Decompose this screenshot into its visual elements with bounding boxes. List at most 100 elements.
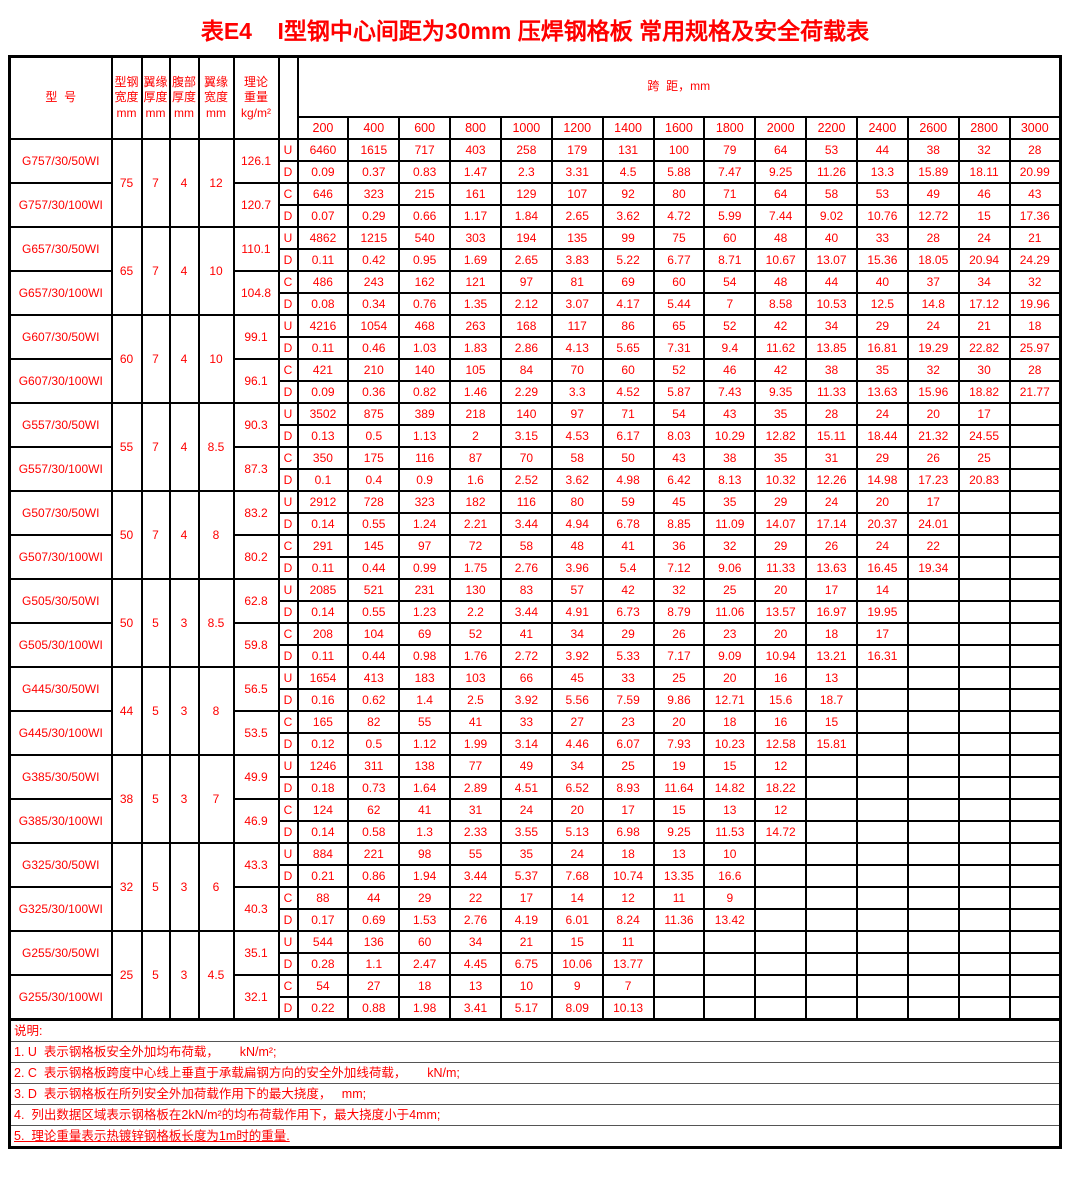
value-cell: 1.4 — [398, 688, 452, 712]
value-cell: 0.44 — [347, 644, 401, 668]
model-cell: G507/30/100WI — [8, 534, 113, 580]
value-cell: 15.96 — [906, 380, 960, 404]
load-type-cell: C — [277, 182, 299, 206]
value-cell: 60 — [652, 270, 706, 294]
load-type-cell: C — [277, 446, 299, 470]
value-cell: 6.77 — [652, 248, 706, 272]
value-cell: 884 — [296, 842, 350, 866]
value-cell: 38 — [805, 358, 858, 382]
value-cell — [1008, 842, 1062, 866]
load-type-cell: D — [277, 688, 299, 712]
load-type-cell: U — [277, 490, 299, 514]
weight-cell: 80.2 — [232, 534, 280, 580]
load-type-cell: U — [277, 754, 299, 778]
load-type-cell: D — [277, 556, 299, 580]
value-cell: 2.12 — [499, 292, 553, 316]
value-cell: 5.65 — [601, 336, 655, 360]
value-cell — [1008, 622, 1062, 646]
value-cell — [754, 952, 808, 976]
value-cell: 0.62 — [347, 688, 401, 712]
value-cell — [1008, 534, 1062, 558]
steel-width-cell: 32 — [110, 842, 143, 932]
flange-thickness-cell: 5 — [140, 754, 171, 844]
value-cell: 17.12 — [957, 292, 1011, 316]
value-cell: 0.16 — [296, 688, 350, 712]
steel-width-cell: 50 — [110, 578, 143, 668]
value-cell: 6.17 — [601, 424, 655, 448]
value-cell: 15.81 — [805, 732, 858, 756]
value-cell — [1008, 776, 1062, 800]
value-cell: 25.97 — [1008, 336, 1062, 360]
value-cell: 4862 — [296, 226, 350, 250]
value-cell — [1008, 424, 1062, 448]
value-cell: 44 — [805, 270, 858, 294]
table-row: D 0.21 0.86 1.94 3.44 5.37 7.68 10.74 13.35 16.6 — [10, 864, 1062, 888]
value-cell: 65 — [652, 314, 706, 338]
value-cell — [805, 864, 858, 888]
value-cell: 4.72 — [652, 204, 706, 228]
span-column-header: 3000 — [1008, 116, 1062, 140]
value-cell: 97 — [550, 402, 604, 426]
value-cell: 29 — [855, 446, 909, 470]
value-cell: 11 — [652, 886, 706, 910]
load-type-cell: C — [277, 534, 299, 558]
value-cell — [957, 644, 1011, 668]
value-cell: 16.31 — [855, 644, 909, 668]
value-cell: 13.63 — [805, 556, 858, 580]
value-cell — [906, 688, 960, 712]
value-cell — [957, 820, 1011, 844]
value-cell: 29 — [398, 886, 452, 910]
value-cell: 9.09 — [703, 644, 757, 668]
value-cell: 140 — [499, 402, 553, 426]
value-cell — [855, 754, 909, 778]
value-cell: 20.94 — [957, 248, 1011, 272]
value-cell: 35 — [499, 842, 553, 866]
value-cell: 1.47 — [449, 160, 502, 184]
value-cell: 43 — [652, 446, 706, 470]
value-cell — [805, 776, 858, 800]
value-cell — [703, 996, 757, 1021]
value-cell: 48 — [754, 270, 808, 294]
value-cell: 0.14 — [296, 600, 350, 624]
value-cell: 14.72 — [754, 820, 808, 844]
value-cell: 0.11 — [296, 336, 350, 360]
value-cell: 19.96 — [1008, 292, 1062, 316]
value-cell: 215 — [398, 182, 452, 206]
value-cell: 34 — [449, 930, 502, 954]
value-cell: 22 — [906, 534, 960, 558]
value-cell: 0.21 — [296, 864, 350, 888]
flange-width-cell: 8.5 — [197, 578, 235, 668]
value-cell: 168 — [499, 314, 553, 338]
value-cell: 29 — [754, 490, 808, 514]
header-model: 型 号 — [8, 55, 113, 140]
value-cell: 1.76 — [449, 644, 502, 668]
span-column-header: 1000 — [499, 116, 553, 140]
steel-width-cell: 75 — [110, 138, 143, 228]
value-cell: 15.6 — [754, 688, 808, 712]
value-cell: 80 — [652, 182, 706, 206]
load-type-cell: D — [277, 952, 299, 976]
value-cell: 3.15 — [499, 424, 553, 448]
value-cell: 4.51 — [499, 776, 553, 800]
value-cell: 7.43 — [703, 380, 757, 404]
value-cell: 32 — [652, 578, 706, 602]
value-cell: 0.13 — [296, 424, 350, 448]
weight-cell: 49.9 — [232, 754, 280, 800]
value-cell: 34 — [805, 314, 858, 338]
value-cell: 14.07 — [754, 512, 808, 536]
value-cell: 10.29 — [703, 424, 757, 448]
value-cell: 105 — [449, 358, 502, 382]
value-cell: 12.58 — [754, 732, 808, 756]
value-cell: 0.11 — [296, 248, 350, 272]
value-cell: 9 — [550, 974, 604, 998]
load-type-cell: C — [277, 270, 299, 294]
value-cell — [805, 842, 858, 866]
value-cell: 69 — [601, 270, 655, 294]
span-column-header: 2600 — [906, 116, 960, 140]
value-cell: 4.5 — [601, 160, 655, 184]
value-cell — [855, 688, 909, 712]
value-cell: 9.02 — [805, 204, 858, 228]
value-cell: 16.81 — [855, 336, 909, 360]
model-cell: G607/30/50WI — [8, 314, 113, 360]
value-cell: 8.58 — [754, 292, 808, 316]
